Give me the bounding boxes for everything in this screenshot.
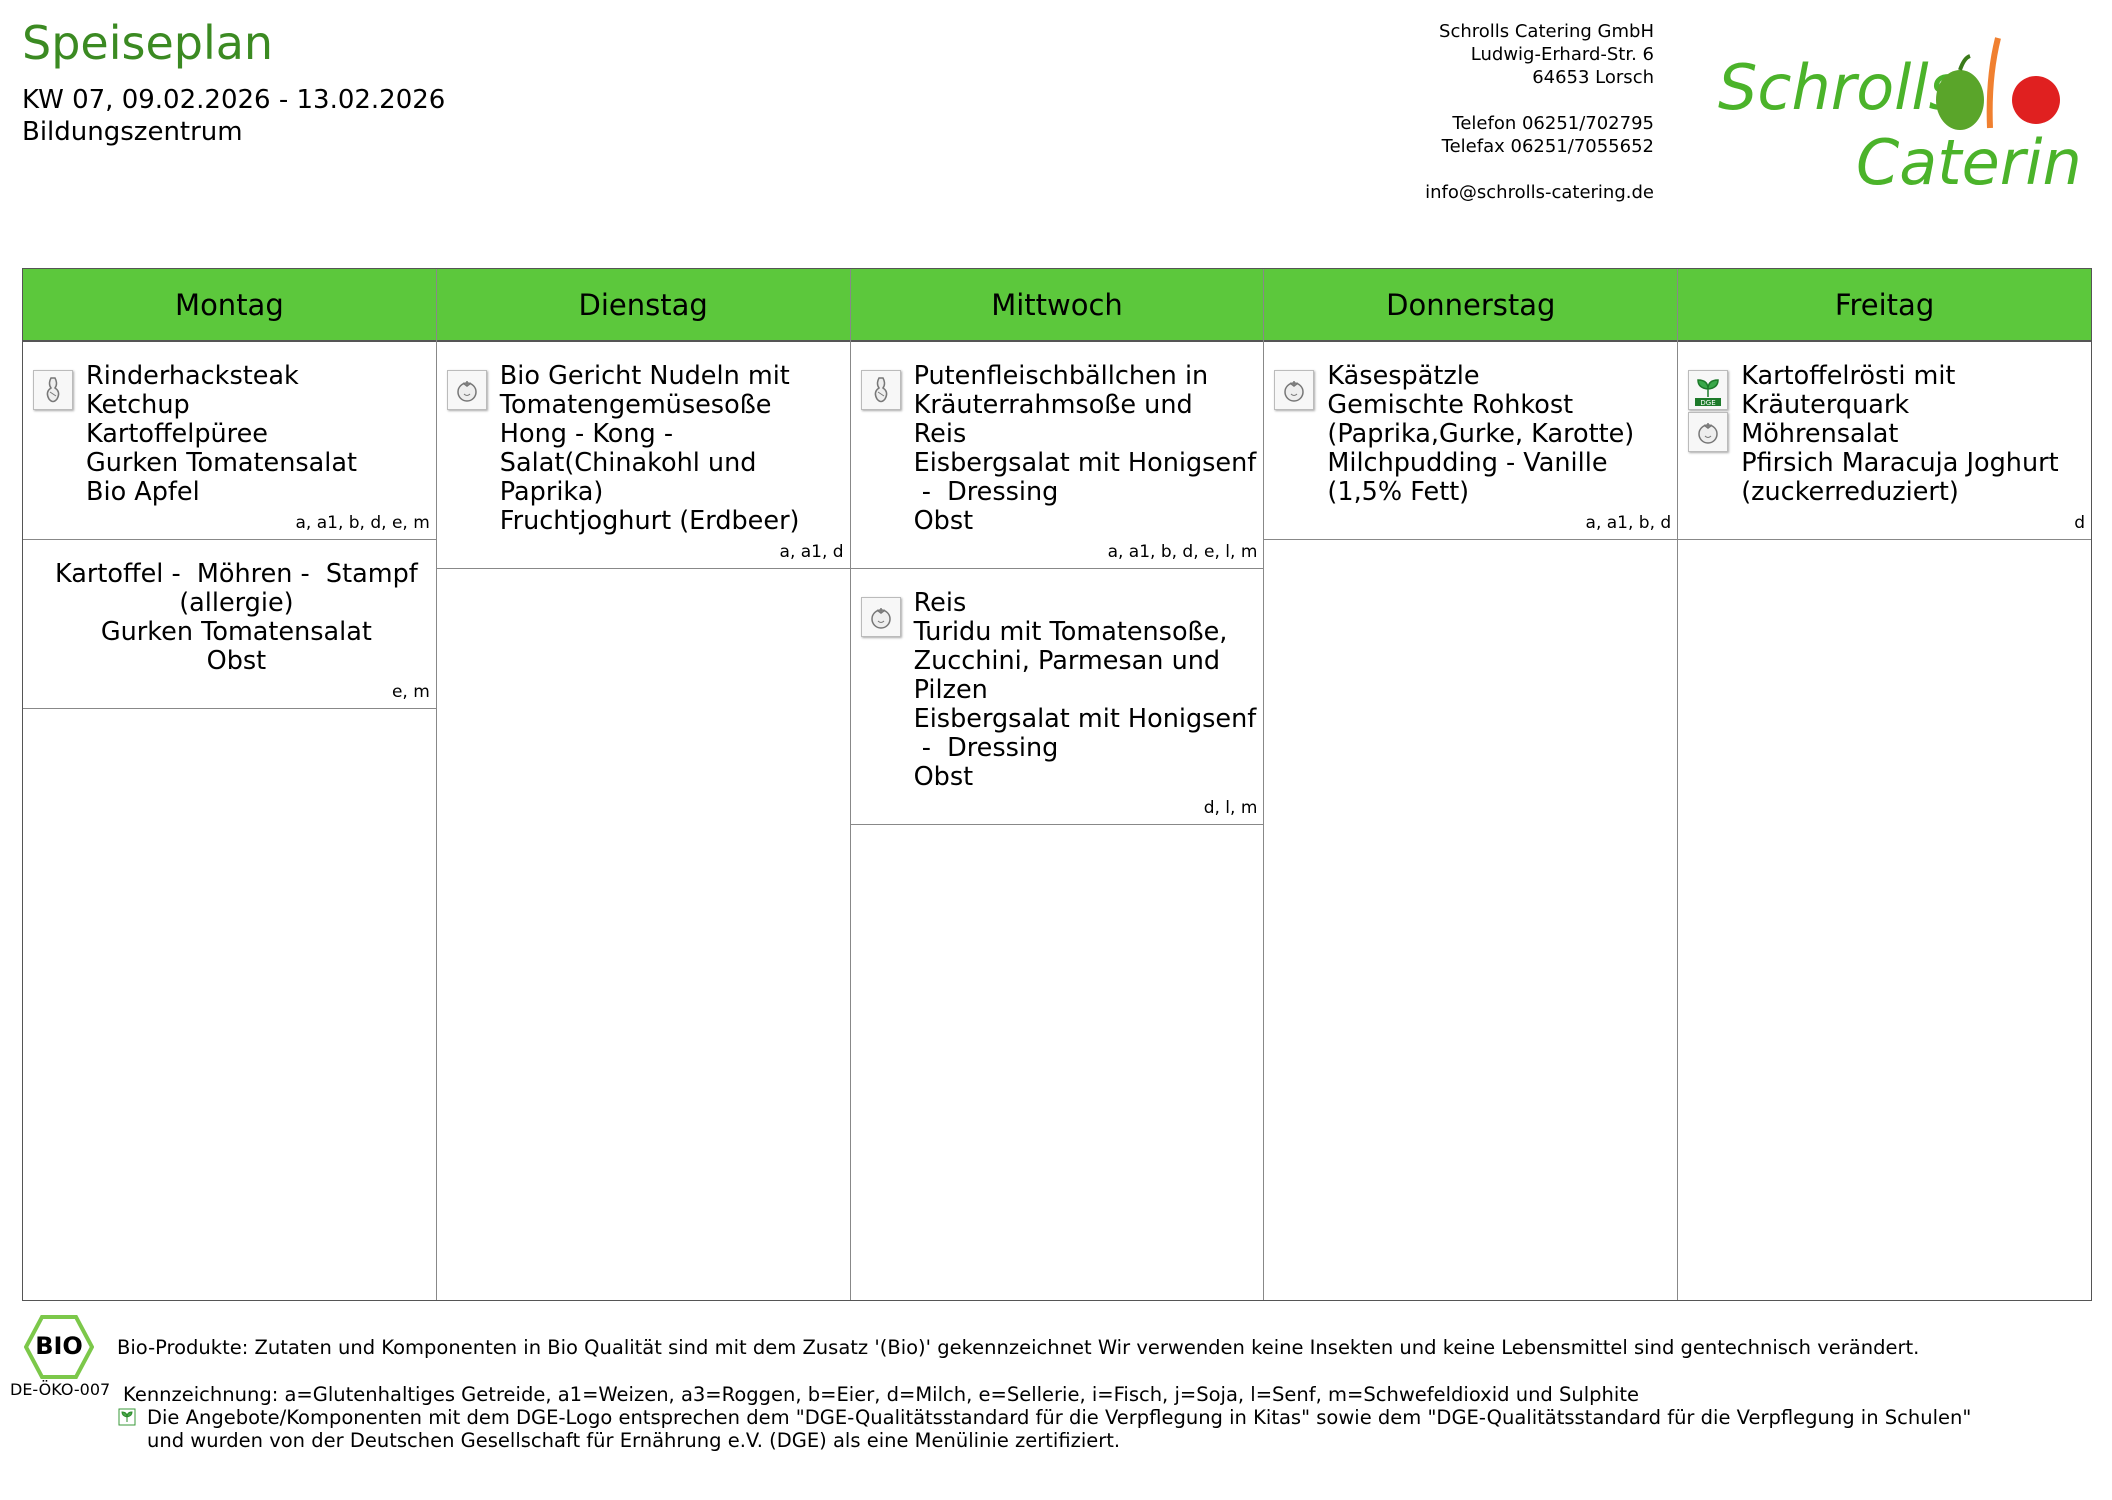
day-header: Donnerstag (1264, 269, 1678, 342)
dge-text-1: Die Angebote/Komponenten mit dem DGE-Log… (147, 1406, 1972, 1429)
meal-cell: Reis Turidu mit Tomatensoße, Zucchini, Par… (850, 569, 1264, 825)
vegetarian-icon (1688, 412, 1729, 452)
meal-item: Eisbergsalat mit Honigsenf (913, 704, 1257, 734)
meal-cell: Putenfleischbällchen in Kräuterrahmsoße u… (850, 342, 1264, 569)
allergens: d, l, m (1203, 798, 1258, 818)
meat-icon (33, 370, 73, 410)
day-header: Montag (23, 269, 436, 342)
meal-item: Reis (913, 588, 967, 618)
vegetarian-icon (446, 370, 487, 410)
meal-item: Kräuterquark (1741, 390, 1910, 420)
meal-item: - Dressing (913, 733, 1059, 763)
company-city: 64653 Lorsch (1532, 67, 1654, 88)
day-column-dienstag: Dienstag Bio Gericht Nudeln mit Tomatengem… (436, 269, 851, 1300)
meal-item: Käsespätzle (1327, 361, 1480, 391)
company-name: Schrolls Catering GmbH (1439, 21, 1654, 42)
vegetarian-icon (860, 597, 901, 637)
meal-item: Kartoffelrösti mit (1741, 361, 1956, 391)
day-header: Mittwoch (850, 269, 1264, 342)
allergens: d (2074, 513, 2085, 533)
company-street: Ludwig-Erhard-Str. 6 (1470, 44, 1654, 65)
day-header: Freitag (1678, 269, 2091, 342)
company-logo: Schrolls Catering (1718, 37, 2082, 194)
company-email: info@schrolls-catering.de (1425, 182, 1654, 203)
meal-item: Tomatengemüsesoße (499, 390, 772, 420)
svg-text:BIO: BIO (35, 1332, 83, 1360)
meal-item: Putenfleischbällchen in (913, 361, 1209, 391)
meal-item: Gemischte Rohkost (1327, 390, 1574, 420)
bio-logo: BIO (24, 1315, 94, 1379)
meal-item: (allergie) (179, 588, 294, 618)
dge-icon (118, 1408, 136, 1426)
meal-item: Zucchini, Parmesan und (913, 646, 1221, 676)
bio-text: Bio-Produkte: Zutaten und Komponenten in… (117, 1336, 1920, 1359)
vegetarian-icon (1274, 370, 1315, 410)
meal-item: Milchpudding - Vanille (1327, 448, 1608, 478)
meal-item: Kräuterrahmsoße und (913, 390, 1193, 420)
meal-item: Eisbergsalat mit Honigsenf (913, 448, 1257, 478)
meal-cell: DGE Kartoffelrösti mit Kräuterquark Möhrens… (1678, 342, 2091, 540)
allergen-legend: Kennzeichnung: a=Glutenhaltiges Getreide… (123, 1383, 1639, 1406)
meal-item: Bio Apfel (86, 477, 200, 507)
meal-item: Pilzen (913, 675, 988, 705)
meal-item: Möhrensalat (1741, 419, 1899, 449)
svg-text:Catering: Catering (1856, 126, 2082, 194)
meal-cell: Rinderhacksteak Ketchup Kartoffelpüree Gurk… (23, 342, 436, 540)
meal-item: Fruchtjoghurt (Erdbeer) (499, 506, 800, 536)
meal-item: Obst (913, 506, 974, 536)
meal-item: Obst (206, 646, 267, 676)
week-info: KW 07, 09.02.2026 - 13.02.2026 Bildungsz… (22, 84, 445, 148)
allergens: a, a1, b, d, e, m (295, 513, 430, 533)
meat-icon (860, 370, 901, 410)
meal-item: Paprika) (499, 477, 604, 507)
week-range: KW 07, 09.02.2026 - 13.02.2026 (22, 85, 446, 115)
dge-icon: DGE (1688, 370, 1729, 410)
day-column-mittwoch: Mittwoch Putenfleischbällchen in Kräuterra… (850, 269, 1265, 1300)
allergens: a, a1, b, d (1585, 513, 1672, 533)
meal-item: Salat(Chinakohl und (499, 448, 757, 478)
meal-item: Bio Gericht Nudeln mit (499, 361, 790, 391)
menu-table: Montag Rinderhacksteak Ketchup Kartoffelpür… (22, 268, 2092, 1301)
meal-item: Pfirsich Maracuja Joghurt (1741, 448, 2059, 478)
meal-item: Rinderhacksteak (86, 361, 299, 391)
allergens: a, a1, d (779, 542, 844, 562)
meal-item: Hong - Kong - (499, 419, 674, 449)
meal-item: Gurken Tomatensalat (86, 448, 357, 478)
company-address: Schrolls Catering GmbH Ludwig-Erhard-Str… (1425, 20, 1654, 204)
location: Bildungszentrum (22, 117, 243, 147)
meal-item: Ketchup (86, 390, 190, 420)
meal-item: (Paprika,Gurke, Karotte) (1327, 419, 1635, 449)
meal-cell: Bio Gericht Nudeln mit Tomatengemüsesoße H… (436, 342, 850, 569)
page-title: Speiseplan (22, 16, 274, 70)
meal-item: Kartoffelpüree (86, 419, 268, 449)
company-fax: Telefax 06251/7055652 (1441, 136, 1654, 157)
allergens: a, a1, b, d, e, l, m (1107, 542, 1258, 562)
meal-item: Kartoffel - Möhren - Stampf (55, 559, 418, 589)
day-header: Dienstag (436, 269, 850, 342)
meal-item: Reis (913, 419, 967, 449)
day-column-donnerstag: Donnerstag Käsespätzle Gemischte Rohkost (P… (1264, 269, 1679, 1300)
svg-text:Schrolls: Schrolls (1718, 51, 1961, 124)
day-column-freitag: Freitag DGE Kartoffelrösti mit Kräuterquark… (1678, 269, 2091, 1300)
company-phone: Telefon 06251/702795 (1452, 113, 1654, 134)
svg-text:DGE: DGE (1701, 399, 1716, 407)
meal-cell: Kartoffel - Möhren - Stampf (allergie) Gur… (23, 540, 436, 709)
dge-text-2: und wurden von der Deutschen Gesellschaf… (147, 1429, 1121, 1452)
bio-code: DE-ÖKO-007 (10, 1380, 111, 1399)
allergens: e, m (391, 682, 430, 702)
meal-item: Gurken Tomatensalat (100, 617, 372, 647)
meal-item: - Dressing (913, 477, 1059, 507)
meal-item: Obst (913, 762, 974, 792)
meal-item: (zuckerreduziert) (1741, 477, 1959, 507)
day-column-montag: Montag Rinderhacksteak Ketchup Kartoffelpür… (23, 269, 437, 1300)
meal-item: Turidu mit Tomatensoße, (913, 617, 1228, 647)
meal-cell: Käsespätzle Gemischte Rohkost (Paprika,Gur… (1264, 342, 1678, 540)
meal-item: (1,5% Fett) (1327, 477, 1470, 507)
